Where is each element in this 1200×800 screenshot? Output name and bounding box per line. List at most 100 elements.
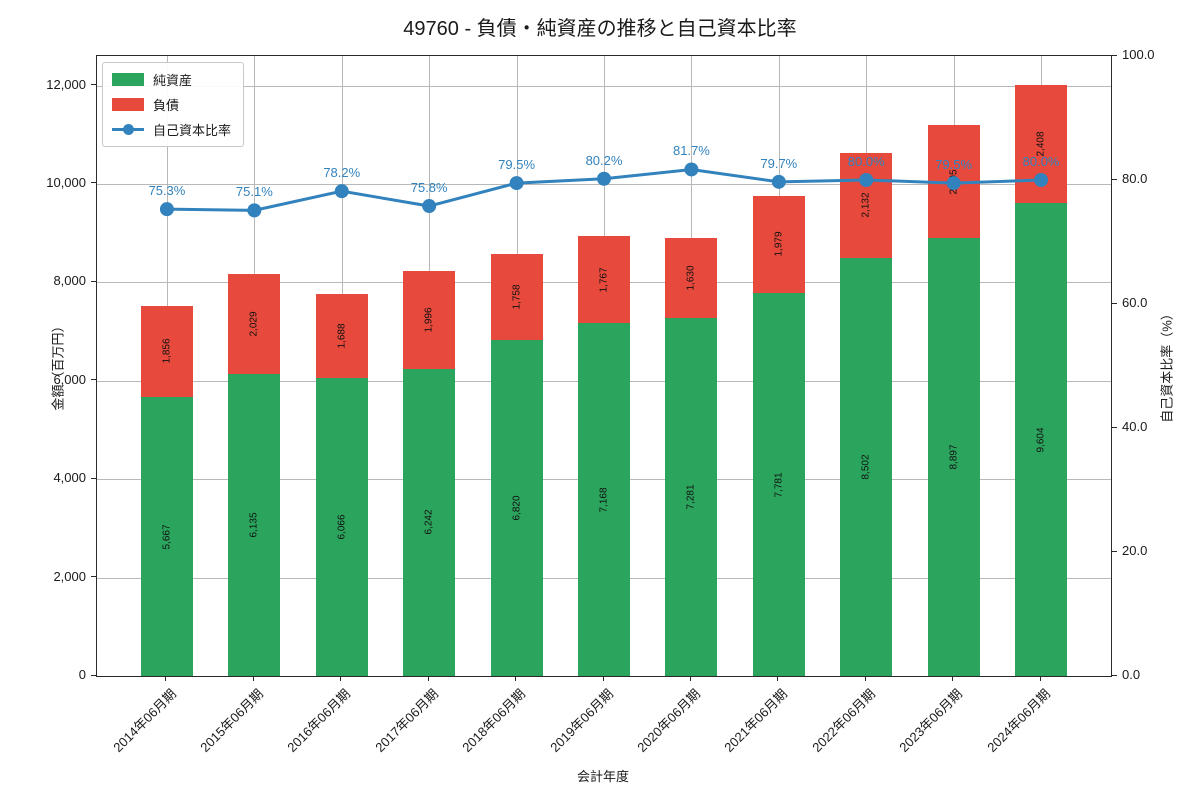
legend-label: 負債 xyxy=(153,98,180,113)
bar-segment-net-assets xyxy=(1015,203,1068,676)
ratio-annotation: 80.0% xyxy=(1022,154,1060,169)
left-tick-label: 4,000 xyxy=(53,470,86,486)
bar-segment-net-assets xyxy=(228,374,281,676)
bar-value-liabilities: 1,767 xyxy=(598,267,610,293)
bar-segment-liabilities xyxy=(403,270,456,369)
bar-value-net-assets: 6,242 xyxy=(423,509,435,535)
bar-segment-liabilities xyxy=(228,274,281,375)
x-tick xyxy=(252,676,254,681)
ratio-annotation: 80.0% xyxy=(847,154,885,169)
ratio-annotation: 79.5% xyxy=(498,157,536,173)
legend-label: 純資産 xyxy=(153,73,193,88)
x-tick-label: 2023年06月期 xyxy=(896,686,966,755)
legend-item: 負債 xyxy=(112,95,231,114)
right-tick xyxy=(1112,302,1117,304)
bar-segment-liabilities xyxy=(140,305,193,398)
x-axis-title: 会計年度 xyxy=(576,769,630,784)
bar-segment-liabilities xyxy=(578,236,630,324)
bar-value-liabilities: 1,979 xyxy=(773,231,785,257)
right-tick-label: 80.0 xyxy=(1122,171,1148,186)
x-tick-label: 2021年06月期 xyxy=(721,686,791,755)
bar-segment-net-assets xyxy=(578,323,630,676)
left-tick xyxy=(91,576,96,578)
bar-segment-net-assets xyxy=(927,238,980,676)
bar-segment-liabilities xyxy=(752,195,805,294)
right-tick-label: 0.0 xyxy=(1122,667,1141,682)
bar-value-liabilities: 1,856 xyxy=(161,338,173,364)
chart-title: 49760 - 負債・純資産の推移と自己資本比率 xyxy=(403,18,797,40)
left-tick xyxy=(91,379,96,381)
bar-segment-liabilities xyxy=(665,237,718,318)
line-marker-icon xyxy=(112,123,144,136)
x-tick-label: 2016年06月期 xyxy=(284,686,354,755)
left-tick xyxy=(91,84,96,86)
left-tick xyxy=(91,477,96,479)
right-tick xyxy=(1112,178,1117,180)
x-tick-label: 2014年06月期 xyxy=(109,686,179,755)
left-tick xyxy=(91,280,96,282)
left-tick-label: 8,000 xyxy=(53,273,86,289)
x-tick-label: 2022年06月期 xyxy=(809,686,878,755)
x-tick-label: 2015年06月期 xyxy=(197,686,267,755)
bar-value-net-assets: 9,604 xyxy=(1035,427,1047,453)
right-tick-label: 40.0 xyxy=(1122,419,1148,434)
bar-value-net-assets: 7,168 xyxy=(598,487,610,513)
bar-segment-net-assets xyxy=(752,293,805,676)
bar-value-net-assets: 8,502 xyxy=(860,454,872,480)
x-tick xyxy=(777,676,779,681)
net-assets-swatch-icon xyxy=(112,73,144,86)
bar-segment-net-assets xyxy=(140,397,193,676)
ratio-annotation: 81.7% xyxy=(672,143,710,159)
bar-value-liabilities: 1,688 xyxy=(336,323,348,349)
left-tick-label: 10,000 xyxy=(46,174,86,190)
bar-value-net-assets: 6,135 xyxy=(248,512,260,538)
left-tick xyxy=(91,674,96,676)
bar-value-net-assets: 5,667 xyxy=(161,524,173,550)
legend-line-dot xyxy=(123,124,134,135)
legend: 純資産 負債 自己資本比率 xyxy=(102,62,245,147)
ratio-annotation: 75.1% xyxy=(235,184,273,200)
x-tick xyxy=(515,676,517,681)
bar-segment-net-assets xyxy=(665,317,718,676)
right-y-axis-title: 自己資本比率（%） xyxy=(1159,307,1175,423)
x-tick xyxy=(427,676,429,681)
right-tick xyxy=(1112,426,1117,428)
x-tick xyxy=(689,676,691,681)
right-tick xyxy=(1112,674,1117,676)
bar-value-net-assets: 8,897 xyxy=(948,444,960,470)
bar-value-liabilities: 2,132 xyxy=(860,192,872,218)
right-tick-label: 100.0 xyxy=(1122,47,1155,62)
ratio-annotation: 79.5% xyxy=(935,157,973,173)
x-tick xyxy=(952,676,954,681)
bar-segment-net-assets xyxy=(403,368,456,676)
ratio-annotation: 80.2% xyxy=(585,152,623,168)
x-tick xyxy=(864,676,866,681)
x-tick xyxy=(165,676,167,681)
bar-segment-net-assets xyxy=(840,257,893,676)
x-tick xyxy=(1039,676,1041,681)
right-tick xyxy=(1112,550,1117,552)
bar-segment-liabilities xyxy=(315,294,368,378)
left-y-axis-title: 金額（百万円） xyxy=(50,319,66,411)
right-tick xyxy=(1112,54,1117,56)
x-tick-label: 2017年06月期 xyxy=(372,686,441,755)
bar-value-liabilities: 1,630 xyxy=(685,265,697,291)
x-tick-label: 2024年06月期 xyxy=(983,686,1053,755)
ratio-annotation: 75.8% xyxy=(410,180,448,196)
x-tick-label: 2020年06月期 xyxy=(634,686,704,755)
ratio-annotation: 78.2% xyxy=(323,165,361,181)
bar-value-liabilities: 1,996 xyxy=(423,307,435,333)
ratio-annotation: 79.7% xyxy=(760,155,798,171)
left-tick-label: 0 xyxy=(78,667,86,682)
x-tick-label: 2018年06月期 xyxy=(459,686,529,755)
plot-area: 5,667 1,856 6,135 2,029 6,066 1,688 6,242 1,996… xyxy=(96,55,1112,677)
bar-value-net-assets: 7,781 xyxy=(773,472,785,498)
ratio-annotation: 75.3% xyxy=(148,183,186,199)
left-tick-label: 12,000 xyxy=(46,76,86,92)
bar-value-liabilities: 2,029 xyxy=(248,311,260,337)
bar-value-liabilities: 2,305 xyxy=(948,168,960,195)
bar-segment-liabilities xyxy=(490,253,543,341)
bar-segment-net-assets xyxy=(315,377,368,676)
bar-value-net-assets: 7,281 xyxy=(685,484,697,510)
right-tick-label: 20.0 xyxy=(1122,543,1148,558)
